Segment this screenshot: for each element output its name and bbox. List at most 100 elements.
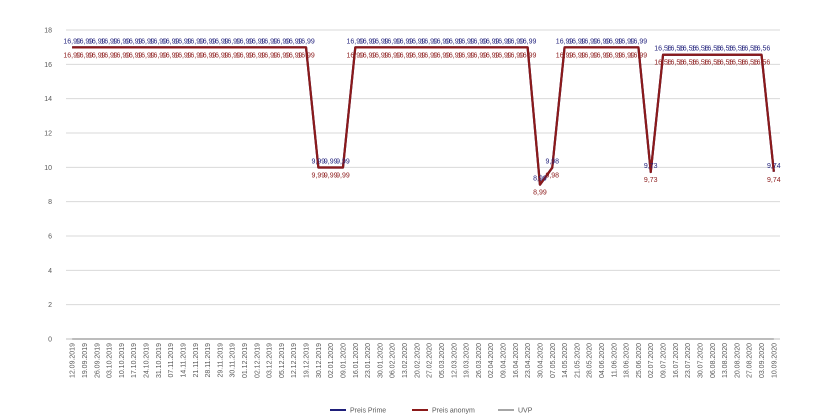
data-label: 16,99 [420,38,438,45]
data-label: 16,99 [113,38,131,45]
data-label: 16,99 [359,38,377,45]
data-label: 16,99 [593,52,611,59]
data-label: 16,99 [260,52,278,59]
x-tick-label: 02.12.2019 [254,343,261,378]
x-tick-label: 11.06.2020 [611,343,618,378]
x-tick-label: 30.01.2020 [377,343,384,378]
data-label: 9,99 [312,159,326,166]
data-label: 16,99 [347,52,365,59]
x-tick-label: 02.04.2020 [488,343,495,378]
x-tick-label: 19.03.2020 [464,343,471,378]
data-label: 16,99 [396,52,414,59]
x-tick-label: 23.01.2020 [365,343,372,378]
y-tick-label: 4 [48,268,52,275]
x-tick-label: 04.06.2020 [599,343,606,378]
legend-label: UVP [518,408,533,415]
x-tick-label: 26.03.2020 [476,343,483,378]
x-tick-label: 20.02.2020 [414,343,421,378]
data-label: 16,99 [248,38,266,45]
data-label: 16,99 [125,38,143,45]
x-tick-label: 07.05.2020 [550,343,557,378]
x-tick-label: 05.12.2019 [279,343,286,378]
data-label: 16,99 [494,52,512,59]
data-label: 16,99 [445,52,463,59]
data-label: 16,56 [654,46,672,53]
data-label: 16,99 [297,52,315,59]
data-label: 16,99 [150,52,168,59]
data-label: 16,99 [507,52,525,59]
data-label: 16,99 [519,38,537,45]
data-label: 9,98 [545,173,559,180]
series-line-preis-anonym [72,46,775,186]
data-label: 16,99 [285,38,303,45]
data-label: 16,99 [470,52,488,59]
x-tick-label: 30.12.2019 [316,343,323,378]
data-label: 16,99 [383,52,401,59]
data-label: 16,99 [88,52,106,59]
data-label: 16,99 [617,38,635,45]
data-label: 16,99 [568,52,586,59]
data-label: 16,99 [100,38,118,45]
data-label: 16,56 [667,60,685,67]
data-label: 16,99 [617,52,635,59]
data-label: 16,99 [519,52,537,59]
x-tick-label: 26.09.2019 [94,343,101,378]
data-label: 9,73 [644,163,658,170]
data-label: 16,99 [457,38,475,45]
y-tick-label: 0 [48,337,52,344]
x-tick-label: 28.05.2020 [587,343,594,378]
data-label: 16,99 [494,38,512,45]
x-tick-label: 16.07.2020 [673,343,680,378]
data-label: 16,56 [753,46,771,53]
data-label: 16,56 [740,46,758,53]
data-label: 16,99 [76,52,94,59]
data-label: 16,56 [654,60,672,67]
data-label: 16,99 [162,38,180,45]
x-tick-label: 02.01.2020 [328,343,335,378]
x-tick-label: 06.02.2020 [390,343,397,378]
x-tick-label: 21.05.2020 [574,343,581,378]
data-label: 16,99 [211,38,229,45]
x-tick-label: 31.10.2019 [156,343,163,378]
data-label: 9,74 [767,177,781,184]
y-axis: 0 2 4 6 8 10 12 14 16 18 [44,28,52,344]
x-tick-label: 19.09.2019 [82,343,89,378]
data-label: 16,99 [236,52,254,59]
data-label: 16,99 [371,38,389,45]
data-label: 16,99 [137,38,155,45]
data-label: 9,99 [324,173,338,180]
data-label: 16,99 [297,38,315,45]
data-label: 16,56 [740,60,758,67]
data-label: 16,99 [211,52,229,59]
data-label: 16,99 [482,52,500,59]
data-label: 16,99 [630,52,648,59]
data-label: 9,99 [312,173,326,180]
x-tick-label: 19.12.2019 [304,343,311,378]
x-tick-label: 27.02.2020 [427,343,434,378]
data-label: 16,99 [223,52,241,59]
x-tick-label: 03.10.2019 [107,343,114,378]
data-label: 16,56 [679,46,697,53]
data-label: 16,56 [716,46,734,53]
x-tick-label: 20.08.2020 [734,343,741,378]
data-label: 16,99 [433,38,451,45]
x-tick-label: 30.11.2019 [230,343,237,378]
x-tick-label: 30.04.2020 [537,343,544,378]
data-label: 16,99 [260,38,278,45]
data-label: 16,56 [691,46,709,53]
data-label: 16,99 [63,52,81,59]
data-label: 16,56 [716,60,734,67]
data-label: 9,99 [336,173,350,180]
data-label: 16,99 [199,52,217,59]
data-label: 16,99 [76,38,94,45]
data-label: 16,99 [113,52,131,59]
data-label: 16,99 [174,38,192,45]
data-label: 16,99 [630,38,648,45]
y-tick-label: 14 [44,96,52,103]
data-label: 16,99 [580,38,598,45]
data-label: 16,99 [580,52,598,59]
data-label: 16,99 [199,38,217,45]
data-label: 9,98 [545,159,559,166]
data-label: 16,99 [593,38,611,45]
